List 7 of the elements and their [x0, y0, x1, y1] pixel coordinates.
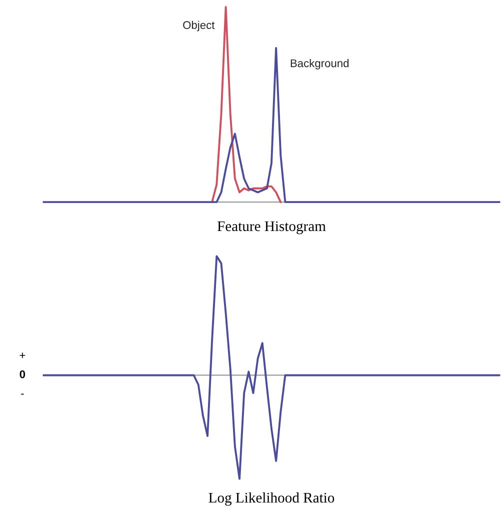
text: + — [20, 352, 26, 358]
text: - — [21, 394, 24, 395]
series-label: Object — [183, 20, 215, 32]
x-axis-title: Feature Histogram — [217, 221, 326, 234]
x-axis-title: Log Likelihood Ratio — [208, 492, 334, 506]
text: 0 — [20, 370, 26, 378]
series-label: Background — [290, 59, 349, 70]
